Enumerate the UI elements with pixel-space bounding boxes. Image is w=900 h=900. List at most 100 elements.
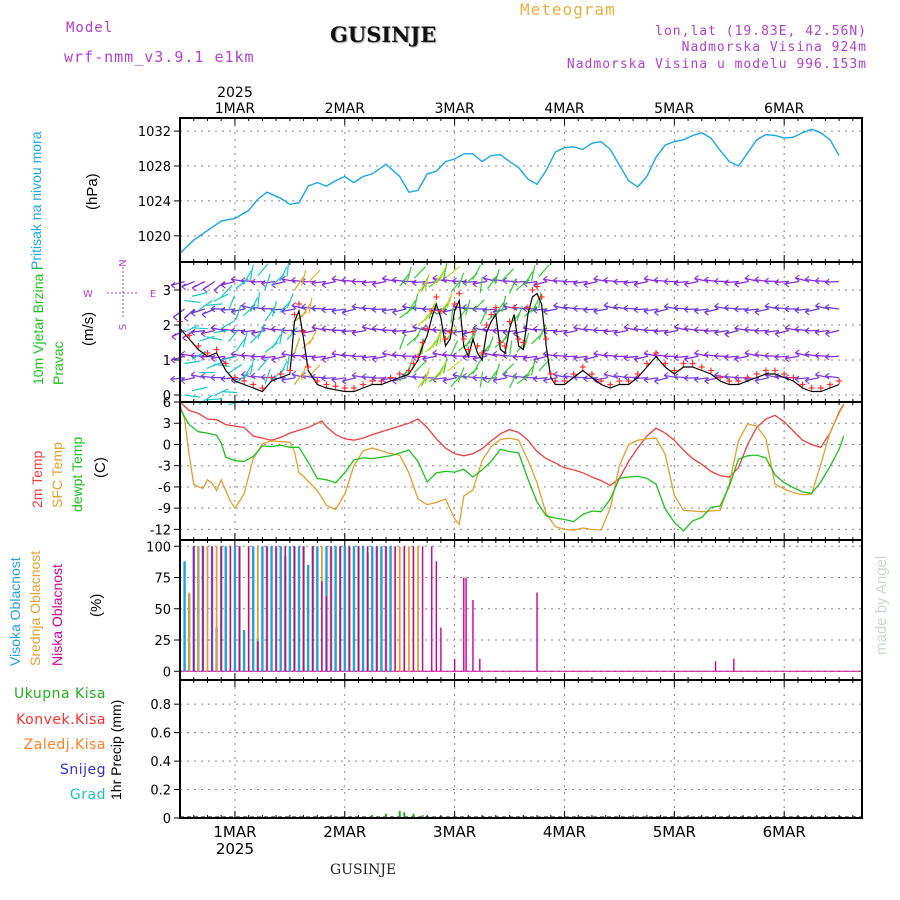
wind-arrow xyxy=(251,280,266,283)
wind-arrow-head xyxy=(311,282,316,287)
wind-arrow-head xyxy=(472,308,478,313)
wind-speed-line xyxy=(179,292,840,393)
wind-arrow-head xyxy=(643,379,649,384)
coordinates: lon,lat (19.83E, 42.56N) xyxy=(655,24,867,39)
wind-arrow-head xyxy=(351,352,357,357)
wind-arrow-head xyxy=(693,329,699,334)
wind-arrow-head xyxy=(432,329,437,334)
wind-arrow-head xyxy=(744,274,750,279)
wind-arrow-shift xyxy=(286,260,290,277)
wind-arrow-head xyxy=(341,312,347,316)
wind-arrow-head xyxy=(291,370,297,375)
wind-arrow xyxy=(775,329,789,335)
y-tick-label: 0 xyxy=(163,665,171,680)
wind-arrow-head xyxy=(552,354,558,359)
wind-arrow-head xyxy=(371,328,377,332)
wind-arrow-shift xyxy=(494,363,501,380)
wind-arrow xyxy=(553,329,568,333)
wind-arrow-head xyxy=(583,281,589,286)
wind-arrow-head xyxy=(183,317,189,322)
wind-arrow-head xyxy=(482,277,488,282)
wind-arrow-head xyxy=(181,286,186,291)
wind-arrow xyxy=(724,355,739,359)
wind-arrow-head xyxy=(482,306,488,311)
wind-arrow-head xyxy=(593,329,598,334)
wind-arrow-head xyxy=(271,325,276,330)
wind-arrow xyxy=(311,355,326,359)
wind-arrow-head xyxy=(311,354,316,359)
wind-arrow-head xyxy=(724,373,729,377)
wind-arrow-head xyxy=(331,310,337,315)
wind-arrow-shift xyxy=(264,307,275,322)
wind-arrow xyxy=(754,329,769,332)
wind-arrow xyxy=(563,355,578,358)
wind-arrow-head xyxy=(251,330,256,334)
wind-arrow-head xyxy=(734,355,740,360)
wind-arrow-head xyxy=(754,311,760,316)
wind-arrow-shift xyxy=(279,266,288,282)
wind-arrow-head xyxy=(573,327,579,332)
wind-arrow xyxy=(684,355,699,360)
legend-conv-precip: Konvek.Kisa xyxy=(16,712,106,728)
wind-arrow-head xyxy=(200,333,206,338)
dewpoint-line xyxy=(179,408,845,532)
wind-arrow-head xyxy=(562,353,568,358)
wind-arrow-head xyxy=(714,302,719,307)
wind-arrow-head xyxy=(804,380,810,384)
wind-arrow-shift xyxy=(191,291,208,297)
wind-arrow-shift xyxy=(523,271,534,286)
wind-arrow-head xyxy=(654,380,659,385)
wind-arrow-head xyxy=(693,376,699,381)
wind-arrow xyxy=(583,355,598,361)
wind-arrow-head xyxy=(382,352,387,357)
wind-arrow xyxy=(351,329,366,334)
y-tick-label: 25 xyxy=(154,634,171,649)
wind-arrow-shift xyxy=(199,335,215,342)
wind-arrow xyxy=(744,308,759,312)
wind-arrow xyxy=(452,329,467,334)
wind-arrow-head xyxy=(492,330,498,335)
wind-arrow-head xyxy=(532,309,538,314)
wind-arrow-head xyxy=(643,310,649,315)
wind-arrow-head xyxy=(704,311,709,316)
wind-arrow-shift xyxy=(293,337,301,354)
wind-arrow-shift xyxy=(213,329,230,334)
wind-arrow-head xyxy=(371,358,377,363)
wind-arrow-head xyxy=(794,309,800,314)
panel-border xyxy=(179,401,863,541)
wind-arrow-head xyxy=(341,380,347,385)
wind-arrow-shift xyxy=(530,265,536,282)
wind-arrow xyxy=(784,280,799,285)
wind-arrow-head xyxy=(593,275,599,280)
legend-snow: Snijeg xyxy=(59,762,106,778)
wind-arrow-head xyxy=(351,303,357,308)
wind-arrow-shift xyxy=(439,299,451,313)
wind-arrow-shift xyxy=(413,293,419,310)
wind-arrow-shift xyxy=(450,279,462,293)
wind-arrow-shift xyxy=(479,276,483,293)
wind-arrow-head xyxy=(573,283,578,287)
wind-arrow-head xyxy=(613,332,619,337)
wind-arrow-shift xyxy=(294,311,308,322)
wind-arrow-head xyxy=(421,305,427,310)
wind-arrow-shift xyxy=(446,292,453,309)
wind-arrow xyxy=(201,329,215,335)
wind-arrow-head xyxy=(543,379,548,384)
wind-arrow-shift xyxy=(206,303,223,306)
wind-arrow-head xyxy=(230,330,236,335)
wind-arrow-head xyxy=(422,324,427,329)
wind-arrow-head xyxy=(684,358,689,363)
wind-arrow-head xyxy=(321,375,326,379)
wind-arrow-head xyxy=(392,311,397,316)
day-label-bottom: 6MAR xyxy=(763,823,806,841)
wind-arrow-head xyxy=(613,329,619,334)
wind-arrow-head xyxy=(190,374,196,379)
wind-arrow-head xyxy=(210,324,216,329)
wind-arrow-head xyxy=(210,374,216,378)
wind-arrow xyxy=(654,377,669,382)
wind-arrow-shift xyxy=(523,332,530,349)
wind-arrow-shift xyxy=(308,269,321,283)
wind-arrow-head xyxy=(814,328,820,333)
wind-arrow-head xyxy=(734,324,739,329)
wind-arrow-head xyxy=(432,352,438,357)
